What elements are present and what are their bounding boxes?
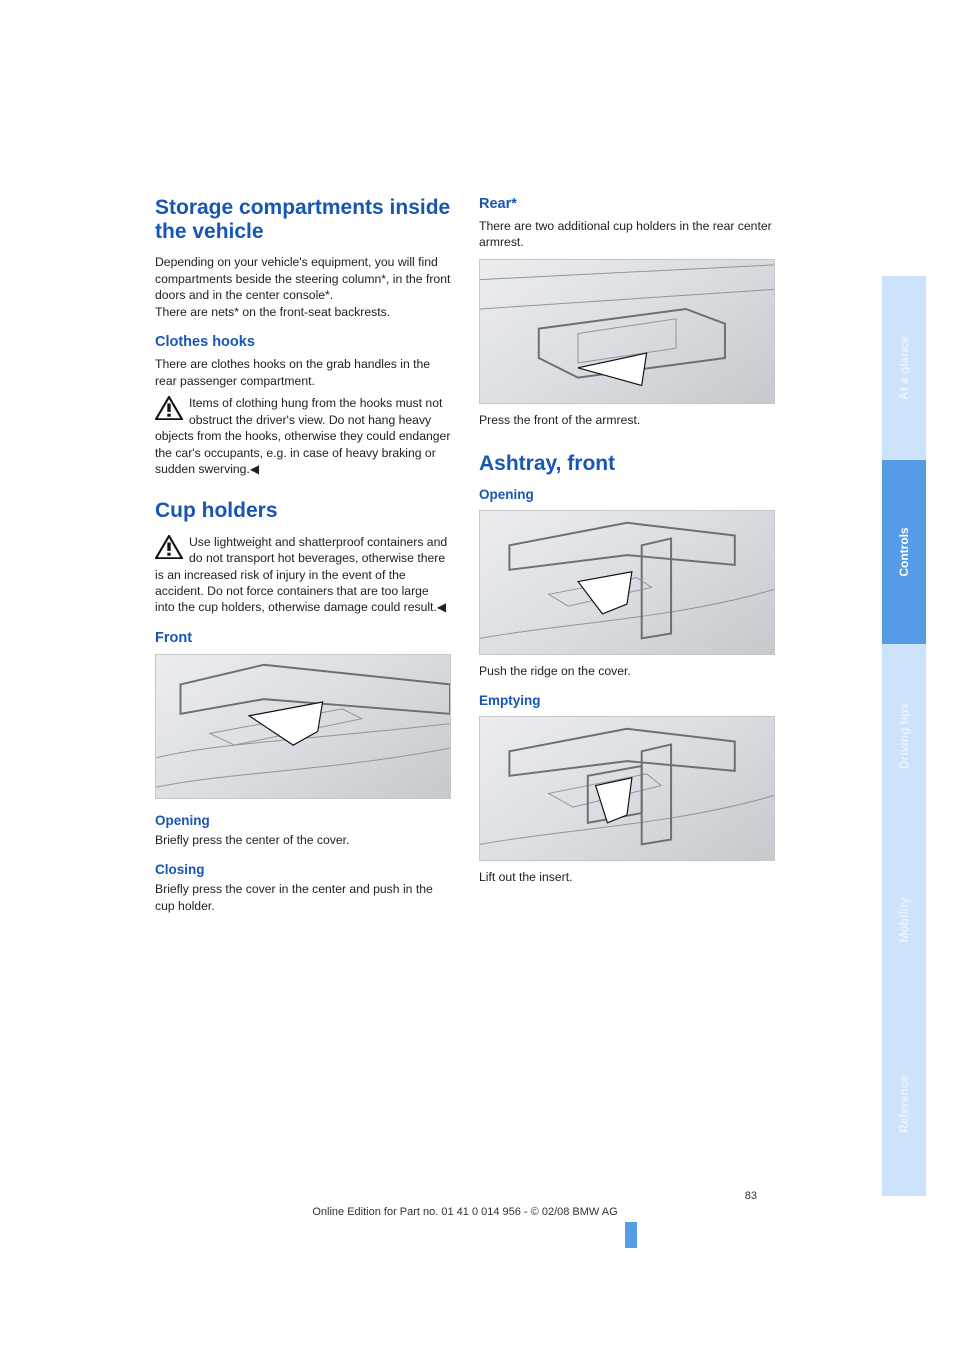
tab-at-a-glance[interactable]: At a glance [882,276,926,460]
warning-cup-holders: Use lightweight and shatterproof contain… [155,534,451,616]
tab-reference[interactable]: Reference [882,1012,926,1196]
figure-ashtray-emptying [479,716,775,861]
footer-line: Online Edition for Part no. 01 41 0 014 … [312,1206,617,1218]
right-column: Rear* There are two additional cup holde… [479,196,775,920]
warning-icon [155,535,183,559]
heading-ashtray-opening: Opening [479,487,775,502]
paragraph-ashtray-emptying: Lift out the insert. [479,869,775,885]
tab-label: Driving tips [897,703,911,769]
tab-label: At a glance [897,336,911,400]
tab-label: Mobility [897,897,911,942]
heading-closing: Closing [155,862,451,877]
heading-opening: Opening [155,813,451,828]
paragraph-ashtray-opening: Push the ridge on the cover. [479,663,775,679]
paragraph-clothes-hooks: There are clothes hooks on the grab hand… [155,356,451,389]
figure-ashtray-opening [479,510,775,655]
left-column: Storage compartments inside the vehicle … [155,196,451,920]
heading-front: Front [155,630,451,646]
paragraph-closing: Briefly press the cover in the center an… [155,881,451,914]
heading-clothes-hooks: Clothes hooks [155,334,451,350]
two-column-layout: Storage compartments inside the vehicle … [155,196,775,920]
paragraph-rear: There are two additional cup holders in … [479,218,775,251]
page-footer: 83 Online Edition for Part no. 01 41 0 0… [155,1190,775,1218]
warning-text: Use lightweight and shatterproof contain… [155,535,447,615]
page-number: 83 [155,1190,775,1202]
tab-controls[interactable]: Controls [882,460,926,644]
figure-rear-armrest [479,259,775,404]
figure-front-cupholder [155,654,451,799]
warning-text: Items of clothing hung from the hooks mu… [155,396,450,476]
tab-driving-tips[interactable]: Driving tips [882,644,926,828]
tab-label: Reference [897,1075,911,1133]
warning-clothes-hooks: Items of clothing hung from the hooks mu… [155,395,451,477]
tab-mobility[interactable]: Mobility [882,828,926,1012]
footer-marker [625,1222,637,1248]
side-tabs: At a glance Controls Driving tips Mobili… [846,276,926,1196]
paragraph-opening: Briefly press the center of the cover. [155,832,451,848]
heading-ashtray-emptying: Emptying [479,693,775,708]
heading-cup-holders: Cup holders [155,499,451,523]
paragraph-storage: Depending on your vehicle's equipment, y… [155,254,451,320]
paragraph-rear-2: Press the front of the armrest. [479,412,775,428]
heading-storage: Storage compartments inside the vehicle [155,196,451,244]
warning-icon [155,396,183,420]
heading-ashtray: Ashtray, front [479,452,775,476]
heading-rear: Rear* [479,196,775,212]
page-content: Storage compartments inside the vehicle … [155,196,775,920]
tab-label: Controls [897,527,911,576]
